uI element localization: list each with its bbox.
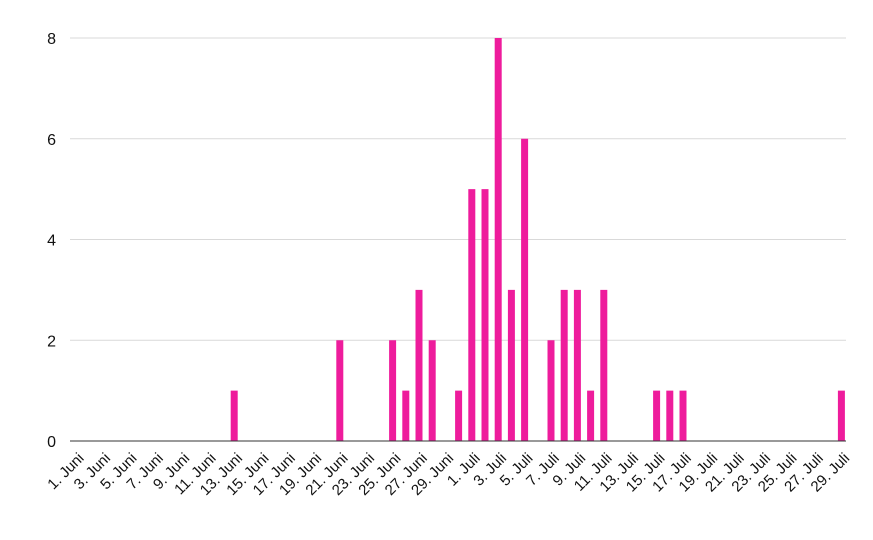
- bar-10-juli: [587, 390, 595, 442]
- bars: [230, 38, 845, 442]
- bar-5-juli: [521, 138, 529, 441]
- bar-7-juli: [547, 340, 555, 441]
- bar-15-juli: [653, 390, 661, 442]
- bar-30-juni: [455, 390, 463, 442]
- bar-1-juli: [468, 189, 476, 442]
- bar-16-juli: [666, 390, 674, 442]
- bar-26-juni: [402, 390, 410, 442]
- bar-13-juni: [230, 390, 238, 442]
- bar-4-juli: [507, 289, 515, 442]
- y-tick-label: 8: [47, 31, 56, 48]
- bar-21-juni: [336, 340, 344, 441]
- bar-28-juni: [428, 340, 436, 441]
- bar-29-juli: [837, 390, 845, 442]
- bar-11-juli: [600, 289, 608, 442]
- y-tick-label: 0: [47, 434, 56, 451]
- bar-3-juli: [494, 38, 502, 441]
- bar-2-juli: [481, 189, 489, 442]
- bar-9-juli: [573, 289, 581, 442]
- bar-25-juni: [389, 340, 397, 441]
- bar-27-juni: [415, 289, 423, 442]
- gridlines: [70, 37, 846, 341]
- y-tick-labels: 0 2 4 6 8: [47, 31, 56, 451]
- y-tick-label: 2: [47, 333, 56, 350]
- bar-8-juli: [560, 289, 568, 442]
- bar-17-juli: [679, 390, 687, 442]
- y-tick-label: 6: [47, 132, 56, 149]
- y-tick-label: 4: [47, 233, 56, 250]
